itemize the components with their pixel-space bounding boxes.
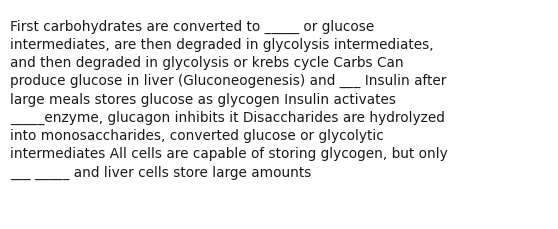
Text: First carbohydrates are converted to _____ or glucose
intermediates, are then de: First carbohydrates are converted to ___…: [10, 19, 448, 179]
